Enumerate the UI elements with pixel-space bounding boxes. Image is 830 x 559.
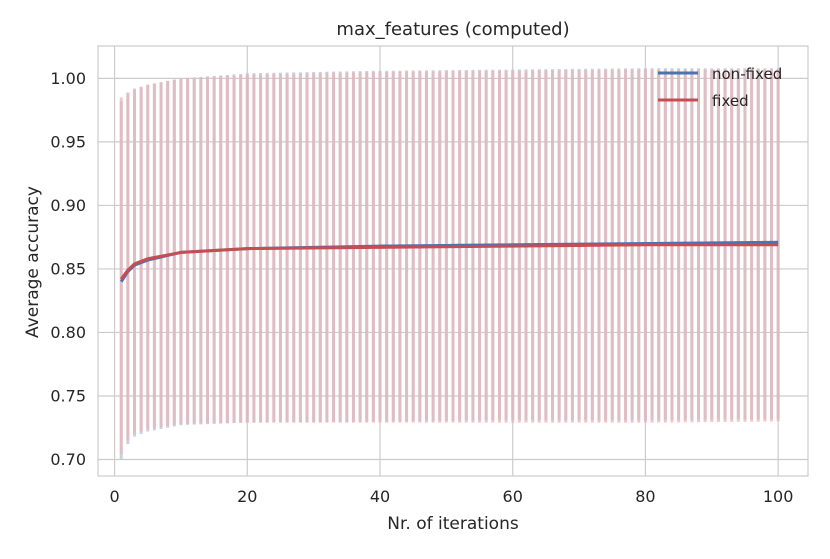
y-tick-label: 0.75 xyxy=(50,386,86,405)
y-axis-label: Average accuracy xyxy=(23,186,43,338)
x-tick-label: 60 xyxy=(503,487,523,506)
x-tick-label: 40 xyxy=(370,487,390,506)
legend-label-non-fixed: non-fixed xyxy=(712,65,782,83)
x-tick-label: 0 xyxy=(109,487,119,506)
x-tick-label: 80 xyxy=(635,487,655,506)
y-tick-label: 0.85 xyxy=(50,259,86,278)
legend-label-fixed: fixed xyxy=(712,92,749,110)
x-axis-label: Nr. of iterations xyxy=(387,514,519,534)
plot-border xyxy=(97,45,809,477)
x-tick-label: 100 xyxy=(763,487,794,506)
series-line-fixed xyxy=(120,243,779,280)
x-tick-labels: 0 20 40 60 80 100 xyxy=(109,487,793,506)
legend: non-fixed fixed xyxy=(658,65,782,110)
x-tick-label: 20 xyxy=(237,487,257,506)
series-lines xyxy=(119,240,779,283)
y-tick-label: 0.70 xyxy=(50,450,86,469)
y-tick-label: 0.90 xyxy=(50,196,86,215)
y-tick-labels: 0.70 0.75 0.80 0.85 0.90 0.95 1.00 xyxy=(50,69,86,469)
y-tick-label: 1.00 xyxy=(50,69,86,88)
chart-title: max_features (computed) xyxy=(336,19,569,40)
plot-frame xyxy=(97,45,809,477)
y-tick-label: 0.95 xyxy=(50,132,86,151)
y-tick-label: 0.80 xyxy=(50,323,86,342)
